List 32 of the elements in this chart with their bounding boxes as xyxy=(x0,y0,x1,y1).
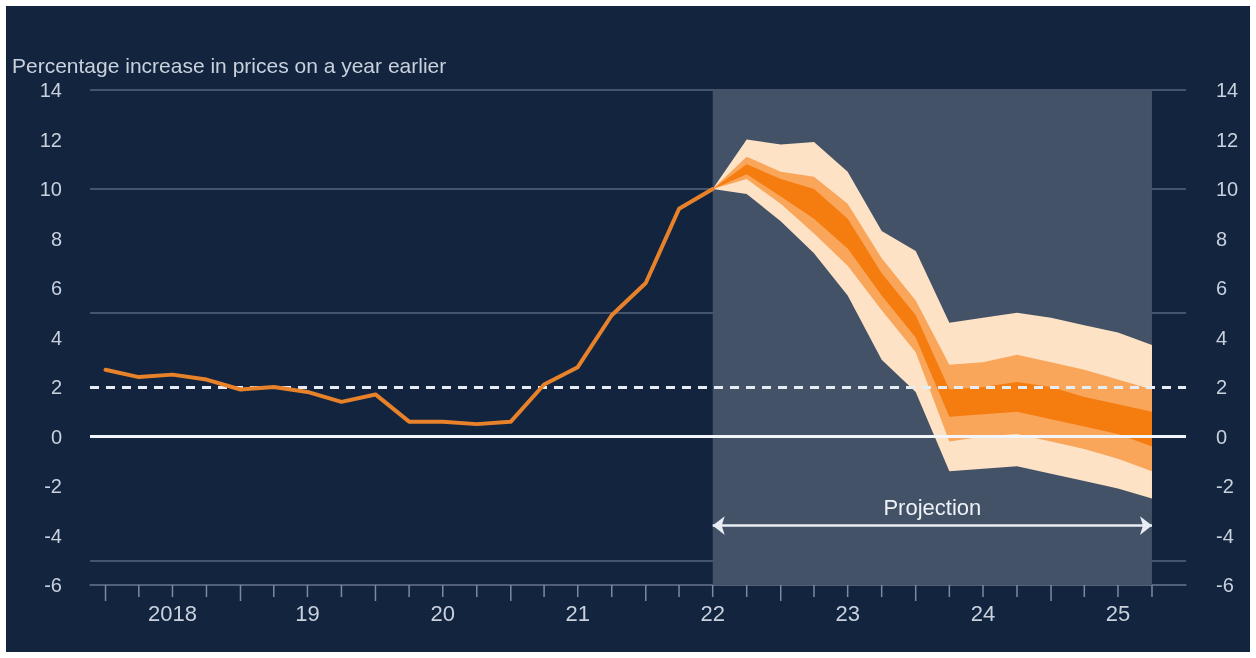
x-tick-label: 23 xyxy=(835,600,860,626)
y2-tick-label: 2 xyxy=(1216,376,1228,398)
y2-tick-label: 10 xyxy=(1216,178,1239,200)
y-tick-label: 4 xyxy=(50,326,62,349)
y-tick-label: 2 xyxy=(50,376,62,398)
x-tick-label: 2018 xyxy=(147,600,197,626)
y-tick-label: 14 xyxy=(39,79,62,101)
x-tick-label: 20 xyxy=(430,600,455,626)
y-tick-label: -2 xyxy=(44,475,62,497)
y-tick-label: 8 xyxy=(50,227,62,250)
band-label: Projection xyxy=(883,495,982,521)
y2-tick-label: 14 xyxy=(1216,79,1239,101)
y2-tick-label: 8 xyxy=(1216,227,1228,250)
x-tick-label: 24 xyxy=(970,600,996,626)
y-tick-label: 10 xyxy=(39,178,62,200)
y-axis-title: Percentage increase in prices on a year earlier xyxy=(12,54,447,77)
y-tick-label: 12 xyxy=(39,128,62,151)
x-tick-label: 21 xyxy=(565,600,590,626)
y-tick-label: 6 xyxy=(50,277,62,299)
y-tick-label: 0 xyxy=(50,425,62,448)
x-tick-label: 19 xyxy=(295,600,320,626)
y2-tick-label: 4 xyxy=(1216,326,1228,349)
y2-tick-label: -2 xyxy=(1216,475,1234,497)
y2-tick-label: 12 xyxy=(1216,128,1239,151)
x-tick-label: 22 xyxy=(700,600,725,626)
y2-tick-label: -6 xyxy=(1216,574,1234,596)
y2-tick-label: 0 xyxy=(1216,425,1228,448)
y-tick-label: -6 xyxy=(44,574,62,596)
y2-tick-label: -4 xyxy=(1216,524,1234,547)
x-tick-label: 25 xyxy=(1105,600,1131,626)
y2-tick-label: 6 xyxy=(1216,277,1228,299)
y-tick-label: -4 xyxy=(44,524,62,547)
